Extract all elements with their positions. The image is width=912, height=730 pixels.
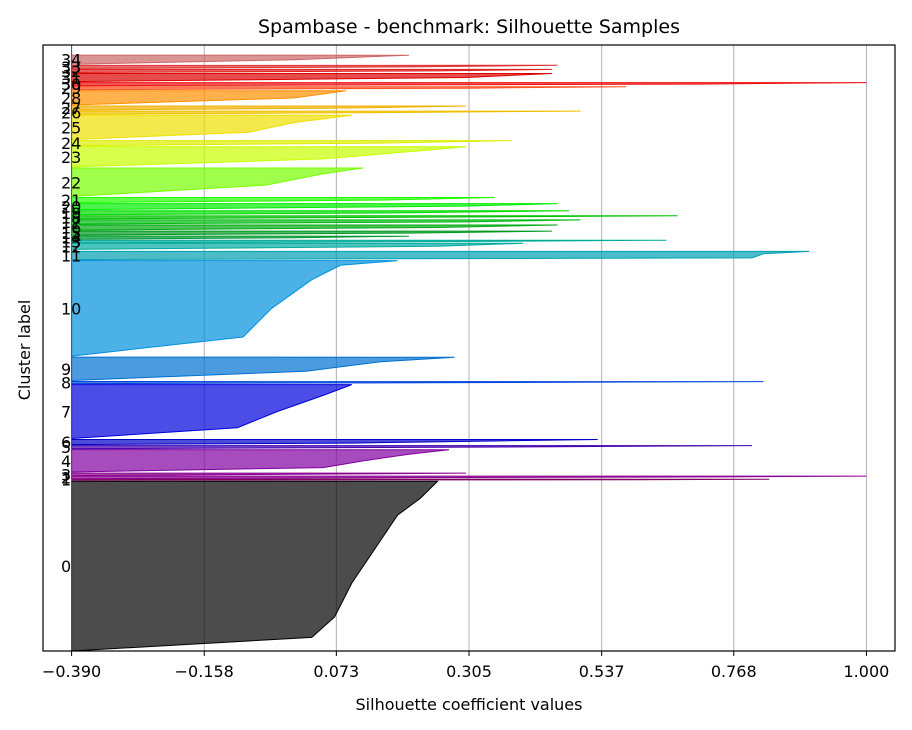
x-tick-label: 0.073 xyxy=(313,662,359,681)
cluster-label-20: 20 xyxy=(61,198,81,217)
cluster-label-11: 11 xyxy=(61,246,81,265)
cluster-label-0: 0 xyxy=(61,557,71,576)
cluster-label-28: 28 xyxy=(61,89,81,108)
x-tick-label: 0.305 xyxy=(446,662,492,681)
x-tick-label: 0.768 xyxy=(711,662,757,681)
chart-title: Spambase - benchmark: Silhouette Samples xyxy=(258,16,680,38)
x-tick-label: 1.000 xyxy=(844,662,890,681)
cluster-label-25: 25 xyxy=(61,118,81,137)
cluster-label-33: 33 xyxy=(61,58,81,77)
silhouette-areas xyxy=(71,45,867,652)
cluster-label-34: 34 xyxy=(61,51,81,70)
cluster-label-26: 26 xyxy=(61,104,81,123)
cluster-label-18: 18 xyxy=(61,208,81,227)
cluster-label-27: 27 xyxy=(61,99,81,118)
cluster-label-16: 16 xyxy=(61,219,81,238)
cluster-label-2: 2 xyxy=(61,468,71,487)
cluster-label-6: 6 xyxy=(61,433,71,452)
cluster-label-10: 10 xyxy=(61,299,81,318)
cluster-label-1: 1 xyxy=(61,471,71,490)
x-tick-label: −0.158 xyxy=(175,662,234,681)
cluster-label-31: 31 xyxy=(61,69,81,88)
cluster-label-29: 29 xyxy=(61,79,81,98)
y-axis-label: Cluster label xyxy=(15,300,34,401)
x-axis-label: Silhouette coefficient values xyxy=(356,695,583,714)
cluster-label-4: 4 xyxy=(61,452,71,471)
cluster-label-15: 15 xyxy=(61,224,81,243)
cluster-labels: 0123456789101112131415161718192021222324… xyxy=(61,51,81,576)
cluster-label-9: 9 xyxy=(61,360,71,379)
cluster-label-14: 14 xyxy=(61,229,81,248)
cluster-label-5: 5 xyxy=(61,438,71,457)
cluster-area-11 xyxy=(71,250,810,260)
cluster-label-3: 3 xyxy=(61,465,71,484)
cluster-label-24: 24 xyxy=(61,134,81,153)
x-tick-label: 0.537 xyxy=(579,662,625,681)
cluster-label-13: 13 xyxy=(61,232,81,251)
cluster-label-19: 19 xyxy=(61,204,81,223)
cluster-label-21: 21 xyxy=(61,191,81,210)
cluster-area-1 xyxy=(71,478,770,481)
cluster-label-22: 22 xyxy=(61,173,81,192)
cluster-label-8: 8 xyxy=(61,374,71,393)
cluster-label-17: 17 xyxy=(61,213,81,232)
cluster-label-23: 23 xyxy=(61,148,81,167)
cluster-label-7: 7 xyxy=(61,403,71,422)
cluster-label-32: 32 xyxy=(61,62,81,81)
x-ticks: −0.390 −0.158 0.073 0.305 0.537 0.768 1.000 xyxy=(42,651,889,681)
cluster-label-30: 30 xyxy=(61,75,81,94)
cluster-label-12: 12 xyxy=(61,237,81,256)
x-tick-label: −0.390 xyxy=(42,662,101,681)
